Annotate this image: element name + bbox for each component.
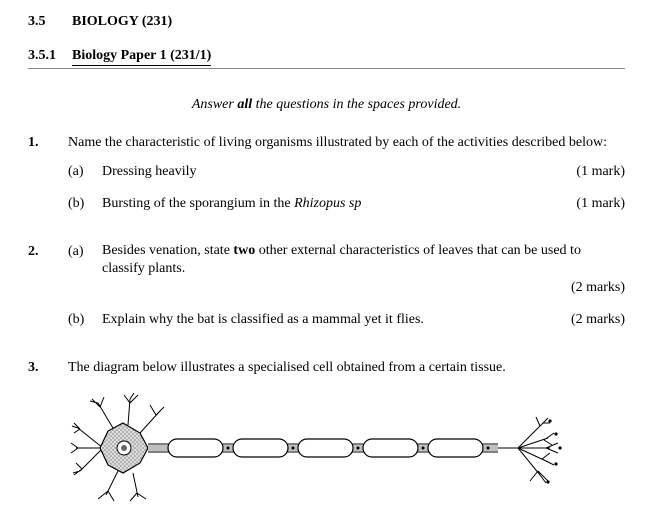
question: 3. The diagram below illustrates a speci… <box>28 358 625 388</box>
question-text: The diagram below illustrates a speciali… <box>68 358 625 378</box>
sub-question-text: Besides venation, state two other extern… <box>102 242 625 299</box>
sub-question-label: (b) <box>68 310 102 330</box>
question-number: 2. <box>28 242 68 342</box>
section-header: 3.5 BIOLOGY (231) <box>28 12 625 32</box>
instruction-prefix: Answer <box>192 97 238 112</box>
sub-question-label: (a) <box>68 162 102 182</box>
question-text: Name the characteristic of living organi… <box>68 133 625 153</box>
subq-text-italic: Rhizopus sp <box>294 196 361 211</box>
sub-question: (b) Bursting of the sporangium in the Rh… <box>68 194 625 214</box>
subsection-title: Biology Paper 1 (231/1) <box>72 46 211 67</box>
question: 1. Name the characteristic of living org… <box>28 133 625 226</box>
instruction-suffix: the questions in the spaces provided. <box>252 97 461 112</box>
question-number: 1. <box>28 133 68 226</box>
subsection-number: 3.5.1 <box>28 46 72 66</box>
sub-question-text: Dressing heavily <box>102 162 564 182</box>
sub-question-content: Explain why the bat is classified as a m… <box>102 310 625 330</box>
subq-text-prefix: Bursting of the sporangium in the <box>102 196 294 211</box>
marks-label: (1 mark) <box>576 162 625 182</box>
marks-label: (2 marks) <box>571 310 625 330</box>
marks-label: (2 marks) <box>102 279 625 298</box>
instruction-bold: all <box>237 97 252 112</box>
question-body: (a) Besides venation, state two other ex… <box>68 242 625 342</box>
question-body: The diagram below illustrates a speciali… <box>68 358 625 388</box>
marks-label: (1 mark) <box>576 194 625 214</box>
section-title: BIOLOGY (231) <box>72 12 172 32</box>
sub-question: (b) Explain why the bat is classified as… <box>68 310 625 330</box>
sub-question: (a) Besides venation, state two other ex… <box>68 242 625 299</box>
instruction-text: Answer all the questions in the spaces p… <box>28 95 625 115</box>
sub-question-content: Dressing heavily (1 mark) <box>102 162 625 182</box>
sub-question-content: Besides venation, state two other extern… <box>102 242 625 299</box>
question-number: 3. <box>28 358 68 388</box>
sub-question-content: Bursting of the sporangium in the Rhizop… <box>102 194 625 214</box>
question-body: Name the characteristic of living organi… <box>68 133 625 226</box>
neuron-diagram <box>68 393 625 510</box>
neuron-svg <box>68 393 568 503</box>
question: 2. (a) Besides venation, state two other… <box>28 242 625 342</box>
sub-question-label: (b) <box>68 194 102 214</box>
sub-question-text: Explain why the bat is classified as a m… <box>102 310 559 330</box>
sub-question-text: Bursting of the sporangium in the Rhizop… <box>102 194 564 214</box>
section-number: 3.5 <box>28 12 72 32</box>
sub-question: (a) Dressing heavily (1 mark) <box>68 162 625 182</box>
subsection-header: 3.5.1 Biology Paper 1 (231/1) <box>28 46 625 70</box>
sub-question-label: (a) <box>68 242 102 299</box>
